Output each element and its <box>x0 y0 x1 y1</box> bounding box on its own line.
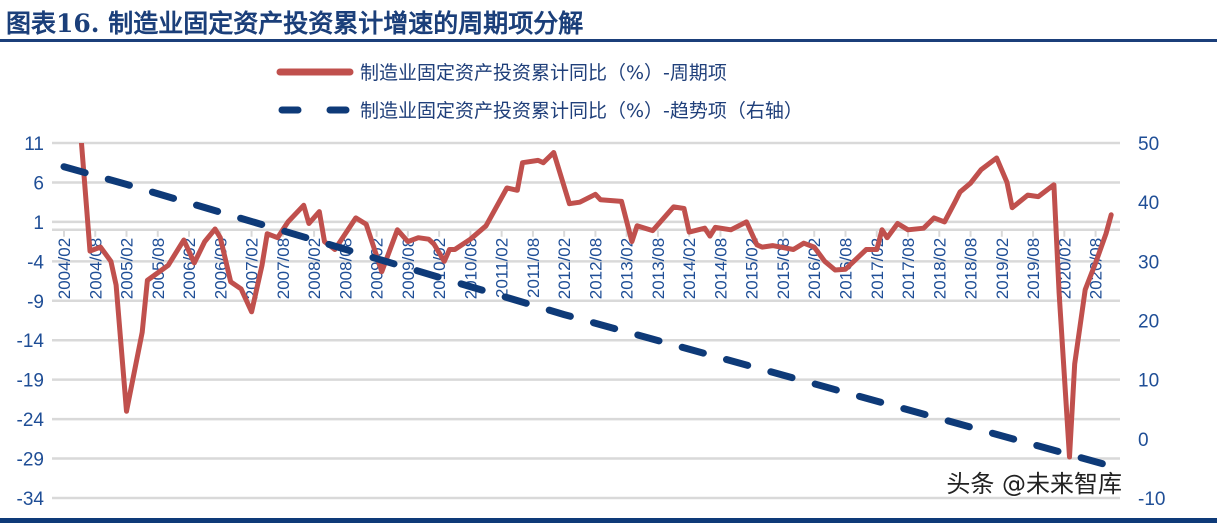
y-right-tick-label: 0 <box>1138 430 1149 451</box>
x-tick-label: 2013/08 <box>649 238 668 299</box>
x-tick-label: 2012/08 <box>586 238 605 299</box>
y-left-tick-label: -4 <box>27 252 44 273</box>
x-tick-label: 2013/02 <box>618 238 637 299</box>
y-left-tick-label: 6 <box>33 173 44 194</box>
x-tick-label: 2004/02 <box>55 238 74 299</box>
y-left-tick-label: -29 <box>17 450 44 471</box>
x-tick-label: 2014/02 <box>680 238 699 299</box>
x-tick-label: 2019/08 <box>1024 238 1043 299</box>
watermark: 头条 @未来智库 <box>946 470 1122 498</box>
y-right-tick-label: 30 <box>1138 252 1159 273</box>
y-axis-left: 11 6 1 -4 -9 -14 -19 -24 -29 -34 <box>17 134 45 510</box>
x-tick-label: 2009/02 <box>368 238 387 299</box>
x-tick-label: 2015/08 <box>774 238 793 299</box>
x-tick-label: 2005/08 <box>149 238 168 299</box>
y-left-tick-label: 1 <box>33 213 44 234</box>
legend-label: 制造业固定资产投资累计同比（%）-趋势项（右轴） <box>360 100 803 122</box>
x-tick-label: 2006/02 <box>180 238 199 299</box>
title-divider <box>0 39 1217 42</box>
bottom-divider <box>0 518 1217 523</box>
x-tick-label: 2015/02 <box>743 238 762 299</box>
x-tick-label: 2014/08 <box>711 238 730 299</box>
y-left-tick-label: -34 <box>17 489 45 510</box>
x-tick-label: 2011/08 <box>524 238 543 298</box>
x-tick-label: 2007/08 <box>274 238 293 299</box>
y-left-tick-label: -19 <box>17 371 44 392</box>
x-tick-label: 2018/08 <box>962 238 981 299</box>
x-tick-label: 2010/02 <box>430 238 449 299</box>
y-axis-right: 50 40 30 20 10 0 -10 <box>1138 134 1165 510</box>
x-tick-label: 2017/08 <box>899 238 918 299</box>
y-right-tick-label: 40 <box>1138 193 1159 214</box>
x-axis: 2004/02 2004/08 2005/02 2005/08 2006/02 2006/… <box>52 228 1120 299</box>
x-tick-label: 2011/02 <box>493 238 512 298</box>
y-right-tick-label: 50 <box>1138 134 1159 155</box>
legend-label: 制造业固定资产投资累计同比（%）-周期项 <box>360 62 727 84</box>
y-right-tick-label: 20 <box>1138 312 1159 333</box>
x-tick-label: 2017/02 <box>868 238 887 299</box>
gridlines <box>52 141 1120 500</box>
y-left-tick-label: -14 <box>17 331 45 352</box>
trend-series-line <box>60 163 1115 470</box>
x-tick-label: 2005/02 <box>118 238 137 299</box>
legend: 制造业固定资产投资累计同比（%）-周期项制造业固定资产投资累计同比（%）-趋势项… <box>276 62 803 122</box>
y-left-tick-label: -24 <box>17 410 45 431</box>
x-tick-label: 2008/02 <box>305 238 324 299</box>
y-right-tick-label: -10 <box>1138 489 1165 510</box>
cycle-series-line <box>78 143 1114 460</box>
x-tick-label: 2018/02 <box>930 238 949 299</box>
y-left-tick-label: 11 <box>24 134 44 155</box>
series-lines <box>60 143 1115 470</box>
x-tick-label: 2012/02 <box>555 238 574 299</box>
figure-title: 图表16. 制造业固定资产投资累计增速的周期项分解 <box>6 9 584 38</box>
x-tick-label: 2009/08 <box>399 238 418 299</box>
y-left-tick-label: -9 <box>27 292 44 313</box>
y-right-tick-label: 10 <box>1138 371 1159 392</box>
x-tick-label: 2019/02 <box>993 238 1012 299</box>
